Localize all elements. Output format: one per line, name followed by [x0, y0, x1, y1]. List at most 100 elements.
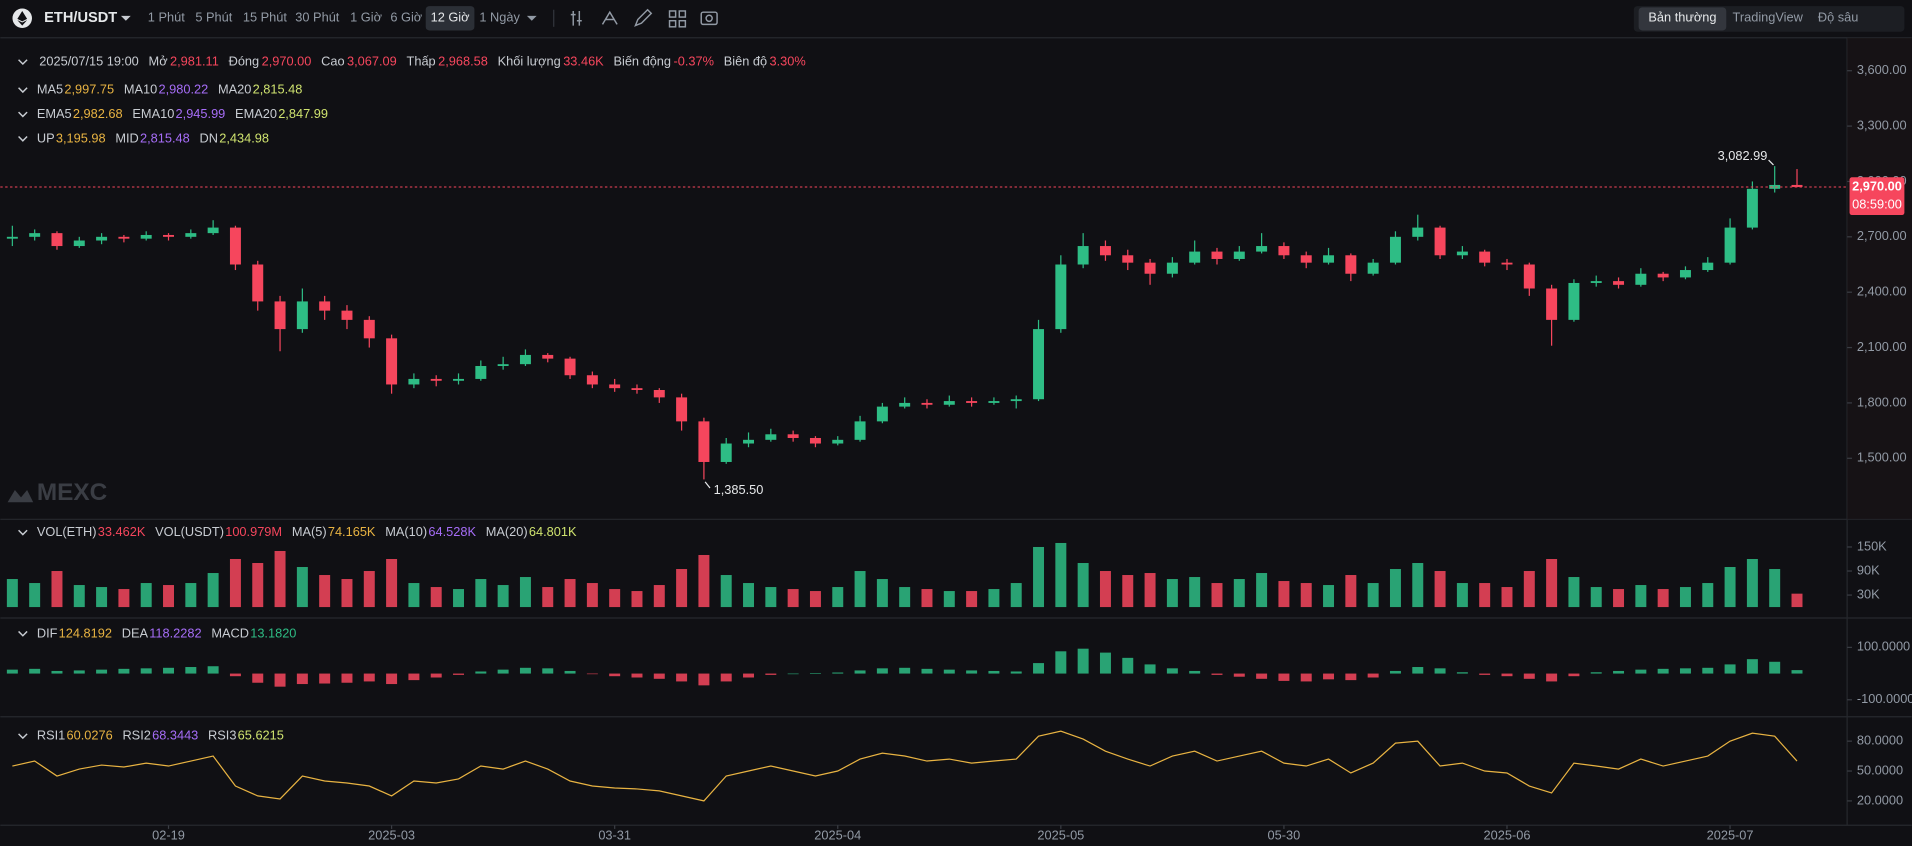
candle-body	[1613, 281, 1625, 285]
bar	[29, 668, 41, 674]
candle-body	[676, 397, 688, 422]
collapse-chevron[interactable]	[18, 111, 28, 118]
icon-layout[interactable]	[678, 19, 687, 28]
icon-camera[interactable]	[700, 11, 718, 26]
candle-body	[787, 434, 799, 438]
bar	[319, 575, 331, 608]
bar	[73, 670, 85, 674]
bar	[1657, 668, 1669, 674]
y-tick-label: 80.0000	[1857, 733, 1903, 748]
bar	[1010, 583, 1022, 608]
interval[interactable]: 12 Giờ	[431, 10, 470, 25]
view-tab[interactable]: TradingView	[1733, 10, 1804, 25]
bar	[1769, 569, 1781, 608]
collapse-chevron[interactable]	[18, 59, 28, 66]
candle-body	[899, 402, 911, 407]
bar	[1657, 589, 1669, 608]
view-tab[interactable]: Độ sâu	[1818, 10, 1858, 25]
collapse-chevron[interactable]	[18, 733, 28, 740]
icon-formula[interactable]	[601, 10, 618, 25]
legend-label: DN	[200, 130, 218, 145]
candle-body	[185, 233, 197, 237]
candle-body	[6, 236, 18, 239]
view-tab[interactable]: Bản thường	[1648, 10, 1716, 25]
bar	[140, 668, 152, 674]
bar	[252, 673, 264, 683]
bar	[676, 673, 688, 682]
interval[interactable]: 30 Phút	[295, 10, 340, 25]
view-active	[1638, 7, 1727, 31]
dropdown-arrow[interactable]	[120, 15, 131, 21]
bar	[453, 673, 465, 675]
annotation-label: 3,082.99	[1718, 148, 1768, 163]
bar	[140, 583, 152, 608]
bar	[430, 673, 442, 678]
bar	[564, 579, 576, 608]
collapse-chevron[interactable]	[18, 630, 28, 637]
dropdown-arrow[interactable]	[526, 15, 537, 21]
bar	[1791, 670, 1803, 674]
legend-label: MACD	[211, 625, 249, 640]
y-tick-label: 1,500.00	[1857, 450, 1907, 465]
candle-body	[1412, 227, 1424, 237]
bar	[1144, 573, 1156, 608]
interval[interactable]: 1 Giờ	[350, 10, 382, 25]
legend-value: 60.0276	[66, 728, 112, 743]
info-label: Mở	[149, 54, 168, 69]
bar	[1278, 581, 1290, 608]
legend-value: 2,982.68	[73, 106, 123, 121]
candle-body	[943, 401, 955, 405]
interval[interactable]: 6 Giờ	[390, 10, 422, 25]
interval[interactable]: 1 Phút	[148, 10, 185, 25]
bar	[1724, 664, 1736, 674]
candle-body	[809, 437, 821, 444]
collapse-chevron[interactable]	[18, 87, 28, 94]
legend-value: 74.165K	[328, 524, 376, 539]
bar	[564, 670, 576, 674]
legend-label: VOL(ETH)	[37, 524, 97, 539]
bar	[988, 589, 1000, 608]
icon-layout[interactable]	[678, 10, 687, 18]
icon-layout[interactable]	[668, 19, 677, 28]
info-value: 2,981.11	[170, 54, 219, 69]
collapse-chevron[interactable]	[18, 529, 28, 536]
icon-draw[interactable]	[634, 8, 653, 27]
interval[interactable]: 1 Ngày	[479, 10, 520, 25]
bar	[363, 571, 375, 608]
bar	[832, 587, 844, 608]
candle-body	[519, 354, 531, 365]
candle-body	[1456, 251, 1468, 256]
icon-camera-lens	[705, 14, 713, 23]
legend-value: 2,945.99	[176, 106, 226, 121]
candle-body	[1367, 262, 1379, 274]
bar	[1233, 673, 1245, 677]
bar	[1412, 563, 1424, 608]
bar	[765, 587, 777, 608]
candle-body	[29, 233, 41, 237]
icon-indicators[interactable]	[570, 10, 582, 26]
legend-label: RSI1	[37, 728, 65, 743]
bar	[1523, 673, 1535, 679]
bar	[6, 579, 18, 608]
annotation-arrow	[704, 481, 711, 489]
symbol[interactable]: ETH/USDT	[44, 10, 117, 26]
bar	[609, 673, 621, 677]
interval[interactable]: 5 Phút	[195, 10, 232, 25]
bar	[542, 668, 554, 674]
x-tick-label: 2025-06	[1484, 828, 1531, 843]
candle-body	[252, 264, 264, 302]
icon-layout[interactable]	[668, 10, 677, 18]
bar	[51, 571, 63, 608]
collapse-chevron[interactable]	[18, 136, 28, 142]
bar	[1546, 673, 1558, 682]
info-label: Khối lượng	[498, 54, 561, 69]
bar	[229, 558, 241, 608]
candle-body	[1233, 251, 1245, 259]
bar	[1099, 652, 1111, 674]
bar	[698, 673, 710, 686]
interval[interactable]: 15 Phút	[243, 10, 288, 25]
bar	[319, 673, 331, 684]
legend-label: MID	[115, 130, 138, 145]
bar	[943, 669, 955, 674]
